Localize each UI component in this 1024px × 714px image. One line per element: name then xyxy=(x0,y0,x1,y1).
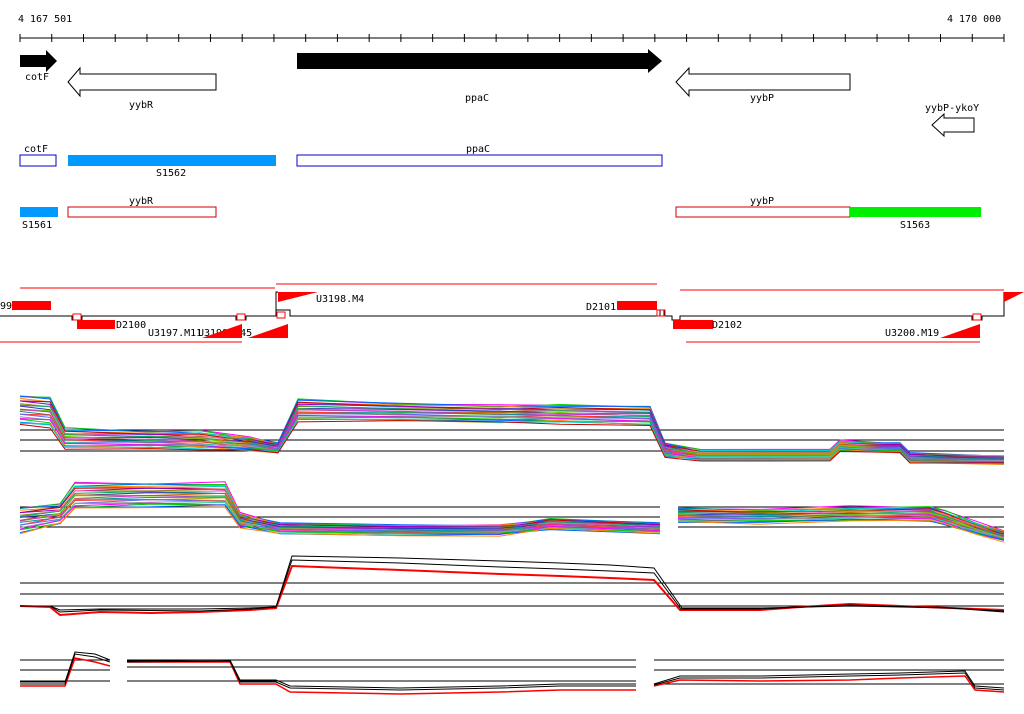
expression-line xyxy=(677,519,1005,543)
expression-track-1 xyxy=(19,395,1005,465)
expression-line xyxy=(20,559,1005,613)
yybP-gene-arrow[interactable] xyxy=(675,66,851,98)
expression-line xyxy=(19,483,661,527)
probe-99-label: 99 xyxy=(0,301,12,312)
probe-U3197-label: U3197.M11 xyxy=(148,328,202,339)
cotF-segment[interactable] xyxy=(19,154,57,167)
expression-line xyxy=(19,564,1005,617)
ppaC-gene-label: ppaC xyxy=(465,93,489,104)
yybP-ykoY-arrow[interactable] xyxy=(931,112,975,138)
expression-track-2 xyxy=(19,481,1005,543)
ruler-end-label: 4 170 000 xyxy=(947,14,1001,25)
probe-U3198-wedge[interactable] xyxy=(278,292,318,302)
expression-line xyxy=(20,653,111,685)
probe-track: 99 D2100 U3197.M11 U3199.M45 U3198.M4 D2… xyxy=(0,283,1024,343)
expression-line xyxy=(126,660,636,691)
probe-D2102-bar[interactable] xyxy=(673,320,713,329)
probe-marker xyxy=(236,313,246,321)
ruler-ticks xyxy=(19,34,1005,42)
expression-track-2-lines xyxy=(19,481,1005,543)
yybP-segment[interactable] xyxy=(675,206,851,218)
yybP-ykoY-label: yybP-ykoY xyxy=(925,103,979,114)
ppaC-gene-arrow[interactable] xyxy=(297,49,662,73)
probe-U3200-wedge[interactable] xyxy=(940,324,980,338)
expression-track-4 xyxy=(20,651,1005,695)
probe-99-bar[interactable] xyxy=(12,301,51,310)
probe-marker xyxy=(972,313,982,321)
expression-line xyxy=(653,675,1005,693)
S1562-segment-label: S1562 xyxy=(156,168,186,179)
expression-track-3 xyxy=(19,555,1005,617)
probe-connector xyxy=(663,292,1005,321)
probe-D2102-label: D2102 xyxy=(712,320,742,331)
S1561-segment-label: S1561 xyxy=(22,220,52,231)
expression-line xyxy=(677,516,1005,539)
segment-track-b: S1561 yybR yybP S1563 xyxy=(20,196,981,231)
probe-D2100-bar[interactable] xyxy=(77,320,115,329)
cotF-gene-label: cotF xyxy=(25,72,49,83)
expression-line xyxy=(653,672,1005,691)
yybR-gene-arrow[interactable] xyxy=(67,66,217,98)
expression-line xyxy=(19,420,1005,464)
probe-connector xyxy=(0,291,278,321)
probe-D2100-label: D2100 xyxy=(116,320,146,331)
expression-line xyxy=(19,410,1005,460)
probe-D2101-bar[interactable] xyxy=(617,301,657,310)
S1562-segment[interactable] xyxy=(68,155,276,166)
expression-line xyxy=(678,518,1005,541)
expression-line xyxy=(19,397,1005,457)
expression-line xyxy=(20,657,111,687)
yybP-segment-label: yybP xyxy=(750,196,774,207)
ruler: 4 167 501 4 170 000 xyxy=(18,14,1005,42)
S1561-segment[interactable] xyxy=(20,207,58,217)
yybR-gene-label: yybR xyxy=(129,100,154,111)
yybP-gene-label: yybP xyxy=(750,93,774,104)
ruler-start-label: 4 167 501 xyxy=(18,14,72,25)
yybR-segment-label: yybR xyxy=(129,196,154,207)
ppaC-segment-label: ppaC xyxy=(466,144,490,155)
expression-line xyxy=(677,509,1005,534)
expression-track-1-lines xyxy=(19,395,1005,465)
cotF-gene-arrow[interactable] xyxy=(20,50,57,72)
probe-U3197-wedge[interactable] xyxy=(248,324,288,338)
cotF-segment-label: cotF xyxy=(24,144,48,155)
expression-line xyxy=(19,416,1005,463)
expression-line xyxy=(126,659,636,689)
probe-marker xyxy=(656,309,666,317)
probe-U3199-wedge[interactable] xyxy=(202,324,242,338)
expression-line xyxy=(19,506,661,537)
S1563-segment[interactable] xyxy=(850,207,981,217)
probe-D2101-label: D2101 xyxy=(586,302,616,313)
expression-line xyxy=(653,670,1005,689)
probe-right-wedge[interactable] xyxy=(1004,292,1024,302)
gene-track: cotF yybR ppaC yybP yybP-ykoY xyxy=(20,49,979,138)
expression-line xyxy=(20,555,1005,613)
probe-U3198-label: U3198.M4 xyxy=(316,294,364,305)
segment-track-a: cotF S1562 ppaC xyxy=(19,144,663,179)
expression-line xyxy=(19,412,1005,462)
probe-U3200-label: U3200.M19 xyxy=(885,328,939,339)
probe-marker xyxy=(276,311,286,319)
expression-line xyxy=(20,651,111,683)
ppaC-segment[interactable] xyxy=(296,154,663,167)
expression-line xyxy=(127,661,636,695)
yybR-segment[interactable] xyxy=(67,206,217,218)
probe-marker xyxy=(72,313,82,321)
S1563-segment-label: S1563 xyxy=(900,220,930,231)
